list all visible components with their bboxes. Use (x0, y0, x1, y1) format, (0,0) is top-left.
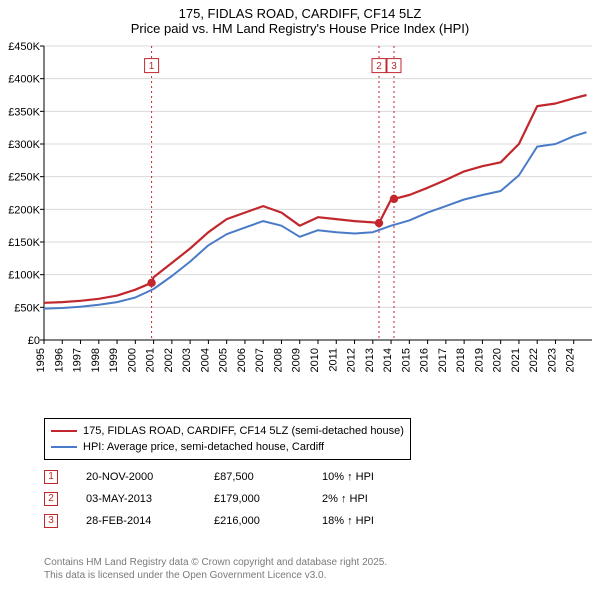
chart-title-line1: 175, FIDLAS ROAD, CARDIFF, CF14 5LZ (0, 6, 600, 21)
events-table: 1 20-NOV-2000 £87,500 10% ↑ HPI 2 03-MAY… (44, 466, 374, 532)
svg-text:2016: 2016 (419, 348, 431, 372)
svg-text:2018: 2018 (455, 348, 467, 372)
event-price-3: £216,000 (214, 510, 294, 532)
event-badge-1-num: 1 (48, 466, 54, 488)
svg-text:£100K: £100K (8, 270, 40, 282)
event-row-1: 1 20-NOV-2000 £87,500 10% ↑ HPI (44, 466, 374, 488)
svg-text:£400K: £400K (8, 74, 40, 86)
legend-swatch-hpi (51, 446, 77, 448)
event-date-2: 03-MAY-2013 (86, 488, 186, 510)
svg-text:£450K: £450K (8, 41, 40, 53)
event-pct-3: 18% ↑ HPI (322, 510, 374, 532)
svg-text:2011: 2011 (327, 348, 339, 372)
svg-text:2015: 2015 (400, 348, 412, 372)
svg-text:2013: 2013 (364, 348, 376, 372)
svg-text:£300K: £300K (8, 139, 40, 151)
svg-text:2002: 2002 (163, 348, 175, 372)
svg-text:2024: 2024 (565, 348, 577, 372)
svg-text:1: 1 (149, 61, 155, 72)
svg-text:2017: 2017 (437, 348, 449, 372)
event-pct-1: 10% ↑ HPI (322, 466, 374, 488)
svg-text:2005: 2005 (218, 348, 230, 372)
svg-text:£150K: £150K (8, 237, 40, 249)
svg-text:2022: 2022 (528, 348, 540, 372)
svg-text:1995: 1995 (35, 348, 47, 372)
svg-text:1998: 1998 (90, 348, 102, 372)
event-badge-3-num: 3 (48, 510, 54, 532)
event-price-1: £87,500 (214, 466, 294, 488)
event-date-3: 28-FEB-2014 (86, 510, 186, 532)
chart-area: £0 £50K £100K £150K £200K £250K £300K £350K £400… (0, 40, 600, 410)
svg-text:£200K: £200K (8, 204, 40, 216)
svg-text:2001: 2001 (145, 348, 157, 372)
event-pct-2: 2% ↑ HPI (322, 488, 368, 510)
event-date-1: 20-NOV-2000 (86, 466, 186, 488)
svg-text:2010: 2010 (309, 348, 321, 372)
svg-text:£250K: £250K (8, 172, 40, 184)
svg-text:2021: 2021 (510, 348, 522, 372)
svg-text:1997: 1997 (72, 348, 84, 372)
svg-text:2023: 2023 (546, 348, 558, 372)
svg-text:£50K: £50K (14, 302, 40, 314)
event-row-2: 2 03-MAY-2013 £179,000 2% ↑ HPI (44, 488, 374, 510)
chart-title-block: 175, FIDLAS ROAD, CARDIFF, CF14 5LZ Pric… (0, 0, 600, 36)
svg-text:2012: 2012 (346, 348, 358, 372)
footer-line1: Contains HM Land Registry data © Crown c… (44, 556, 387, 569)
svg-text:2003: 2003 (181, 348, 193, 372)
legend-swatch-price-paid (51, 430, 77, 432)
event-row-3: 3 28-FEB-2014 £216,000 18% ↑ HPI (44, 510, 374, 532)
footer-line2: This data is licensed under the Open Gov… (44, 569, 387, 582)
legend-label-price-paid: 175, FIDLAS ROAD, CARDIFF, CF14 5LZ (sem… (83, 423, 404, 439)
chart-svg: £0 £50K £100K £150K £200K £250K £300K £350K £400… (0, 40, 600, 410)
svg-text:2000: 2000 (126, 348, 138, 372)
footer-note: Contains HM Land Registry data © Crown c… (44, 556, 387, 582)
svg-text:£350K: £350K (8, 106, 40, 118)
legend-item-price-paid: 175, FIDLAS ROAD, CARDIFF, CF14 5LZ (sem… (51, 423, 404, 439)
svg-text:2007: 2007 (254, 348, 266, 372)
svg-text:2009: 2009 (291, 348, 303, 372)
svg-text:2014: 2014 (382, 348, 394, 372)
event-badge-3: 3 (44, 514, 58, 528)
legend-label-hpi: HPI: Average price, semi-detached house,… (83, 439, 324, 455)
svg-text:2006: 2006 (236, 348, 248, 372)
event-badge-2: 2 (44, 492, 58, 506)
svg-text:1999: 1999 (108, 348, 120, 372)
event-badge-1: 1 (44, 470, 58, 484)
svg-text:1996: 1996 (53, 348, 65, 372)
svg-text:2004: 2004 (199, 348, 211, 372)
event-price-2: £179,000 (214, 488, 294, 510)
legend-item-hpi: HPI: Average price, semi-detached house,… (51, 439, 404, 455)
svg-text:£0: £0 (28, 335, 40, 347)
svg-text:2: 2 (376, 61, 382, 72)
svg-text:3: 3 (391, 61, 397, 72)
event-badge-2-num: 2 (48, 488, 54, 510)
svg-text:2019: 2019 (473, 348, 485, 372)
svg-text:2020: 2020 (492, 348, 504, 372)
chart-title-line2: Price paid vs. HM Land Registry's House … (0, 21, 600, 36)
legend: 175, FIDLAS ROAD, CARDIFF, CF14 5LZ (sem… (44, 418, 411, 460)
svg-text:2008: 2008 (272, 348, 284, 372)
